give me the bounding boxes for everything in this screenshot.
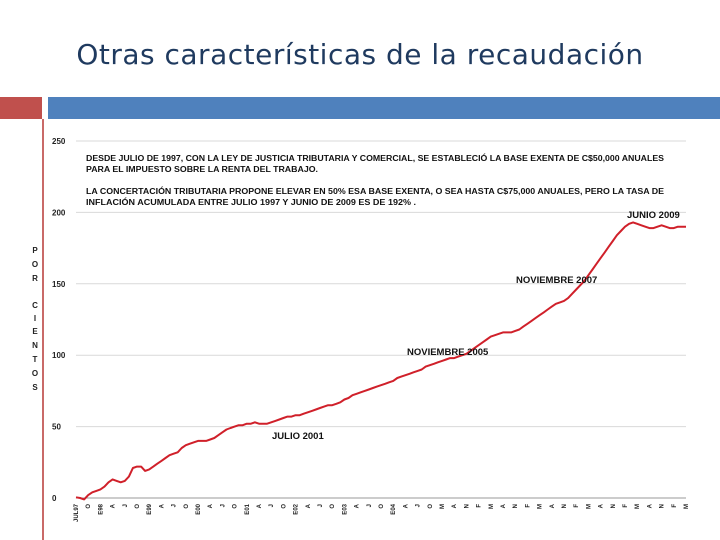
annotations: JULIO 2001 NOVIEMBRE 2005 NOVIEMBRE 2007 JU…: [272, 210, 680, 442]
y-tick-label: 250: [52, 137, 66, 146]
x-tick-label: O: [233, 504, 239, 509]
annotation-label: JUNIO 2009: [627, 210, 680, 221]
annotation-label: JULIO 2001: [272, 431, 324, 442]
y-tick-label: 50: [52, 423, 61, 432]
x-tick-label: N: [562, 504, 568, 508]
x-tick-label: J: [318, 504, 324, 507]
chart-note-line: INFLACIÓN ACUMULADA ENTRE JULIO 1997 Y J…: [86, 198, 416, 207]
x-tick-label: F: [672, 504, 678, 508]
x-tick-label: J: [367, 504, 373, 507]
chart-note-line: DESDE JULIO DE 1997, CON LA LEY DE JUSTI…: [86, 154, 665, 163]
x-tick-label: O: [330, 504, 336, 509]
y-axis-label-letter: R: [32, 274, 38, 283]
x-tick-label: E01: [245, 503, 251, 514]
y-axis-label-letter: P: [32, 246, 38, 255]
x-tick-label: E02: [294, 503, 300, 514]
x-tick-label: E04: [391, 503, 397, 514]
x-tick-label: F: [623, 504, 629, 508]
y-axis-label-letter: T: [33, 355, 38, 364]
x-tick-label: E99: [147, 503, 153, 514]
chart-notes: DESDE JULIO DE 1997, CON LA LEY DE JUSTI…: [86, 154, 665, 207]
x-tick-label: O: [184, 504, 190, 509]
x-tick-label: O: [86, 504, 92, 509]
x-tick-label: A: [501, 503, 507, 508]
slide-title: Otras características de la recaudación: [76, 38, 644, 71]
y-axis-label-letter: O: [32, 369, 38, 378]
x-tick-label: A: [355, 503, 361, 508]
x-tick-label: M: [586, 504, 592, 509]
x-tick-label: N: [611, 504, 617, 508]
x-tick-label: J: [172, 504, 178, 507]
x-tick-label: F: [525, 504, 531, 508]
x-tick-label: A: [550, 503, 556, 508]
chart-note-line: LA CONCERTACIÓN TRIBUTARIA PROPONE ELEVA…: [86, 187, 665, 196]
x-tick-label: N: [464, 504, 470, 508]
accent-bar-blue: [48, 97, 720, 119]
y-tick-labels: 0 50 100 150 200 250: [52, 137, 66, 503]
x-tick-label: M: [440, 504, 446, 509]
x-tick-label: A: [452, 503, 458, 508]
x-tick-label: N: [660, 504, 666, 508]
x-tick-label: N: [513, 504, 519, 508]
x-tick-label: A: [403, 503, 409, 508]
x-tick-label: F: [574, 504, 580, 508]
y-axis-label-letter: E: [32, 327, 38, 336]
x-tick-label: J: [123, 504, 129, 507]
x-tick-label: A: [306, 503, 312, 508]
chart-note-line: PARA EL IMPUESTO SOBRE LA RENTA DEL TRAB…: [86, 165, 318, 174]
x-tick-label: A: [208, 503, 214, 508]
x-tick-label: M: [635, 504, 641, 509]
annotation-label: NOVIEMBRE 2007: [516, 275, 597, 286]
x-tick-labels: JUL97 O E98 A J O E99 A J O E00 A J O E01 A J O E02 A J O E03 A…: [74, 503, 690, 522]
y-axis-label-letter: S: [32, 383, 38, 392]
x-tick-label: A: [599, 503, 605, 508]
y-tick-label: 100: [52, 351, 66, 360]
x-tick-label: J: [416, 504, 422, 507]
x-tick-label: O: [135, 504, 141, 509]
y-tick-label: 0: [52, 494, 57, 503]
x-tick-label: J: [269, 504, 275, 507]
x-tick-label: O: [428, 504, 434, 509]
x-tick-label: JUL97: [74, 503, 80, 522]
y-tick-label: 150: [52, 280, 66, 289]
x-tick-label: A: [647, 503, 653, 508]
x-tick-label: M: [489, 504, 495, 509]
y-axis-label-letter: N: [32, 341, 38, 350]
accent-bar-red: [0, 97, 42, 119]
y-axis-label-letter: C: [32, 301, 38, 310]
x-tick-label: O: [379, 504, 385, 509]
x-tick-label: A: [111, 503, 117, 508]
y-tick-label: 200: [52, 208, 66, 217]
y-axis-label-letter: I: [34, 314, 36, 323]
x-tick-label: E03: [342, 503, 348, 514]
x-tick-label: M: [538, 504, 544, 509]
x-tick-label: O: [281, 504, 287, 509]
y-axis-label-letter: O: [32, 260, 38, 269]
grid-lines: [76, 140, 686, 499]
x-tick-label: M: [684, 504, 690, 509]
series-line: [75, 221, 686, 501]
x-tick-label: J: [220, 504, 226, 507]
x-tick-label: F: [477, 504, 483, 508]
accent-rule-left: [42, 119, 44, 540]
x-tick-label: A: [159, 503, 165, 508]
x-tick-label: A: [257, 503, 263, 508]
annotation-label: NOVIEMBRE 2005: [407, 347, 489, 358]
x-tick-label: E98: [98, 503, 104, 514]
x-tick-label: E00: [196, 503, 202, 514]
series-layer: [75, 221, 686, 501]
